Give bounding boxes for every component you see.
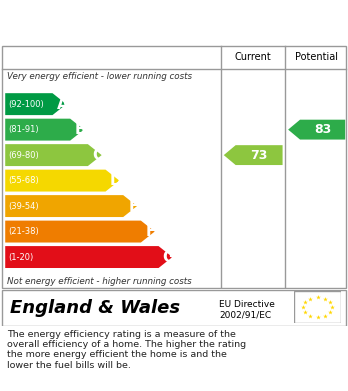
Text: 83: 83 — [314, 123, 331, 136]
Text: (92-100): (92-100) — [9, 100, 45, 109]
Text: (69-80): (69-80) — [9, 151, 39, 160]
Text: 73: 73 — [251, 149, 268, 161]
Text: E: E — [128, 199, 139, 213]
Text: G: G — [163, 249, 175, 265]
Text: (81-91): (81-91) — [9, 125, 39, 134]
Text: (39-54): (39-54) — [9, 202, 39, 211]
Polygon shape — [5, 118, 84, 141]
Text: (55-68): (55-68) — [9, 176, 39, 185]
Polygon shape — [5, 93, 66, 115]
Polygon shape — [288, 120, 345, 140]
Text: (21-38): (21-38) — [9, 227, 39, 236]
Text: D: D — [110, 173, 122, 188]
Polygon shape — [5, 246, 172, 268]
Text: Energy Efficiency Rating: Energy Efficiency Rating — [10, 16, 258, 34]
Text: England & Wales: England & Wales — [10, 299, 181, 317]
Polygon shape — [5, 195, 137, 217]
Text: Not energy efficient - higher running costs: Not energy efficient - higher running co… — [7, 277, 192, 286]
Text: Potential: Potential — [295, 52, 338, 62]
Polygon shape — [224, 145, 283, 165]
Polygon shape — [5, 221, 155, 242]
Text: (1-20): (1-20) — [9, 253, 34, 262]
Text: C: C — [93, 148, 104, 163]
Text: A: A — [57, 97, 69, 112]
Polygon shape — [5, 144, 102, 166]
Text: EU Directive
2002/91/EC: EU Directive 2002/91/EC — [219, 300, 275, 319]
Text: Current: Current — [235, 52, 271, 62]
Text: The energy efficiency rating is a measure of the
overall efficiency of a home. T: The energy efficiency rating is a measur… — [7, 330, 246, 370]
Polygon shape — [5, 170, 119, 192]
Text: F: F — [146, 224, 156, 239]
Text: Very energy efficient - lower running costs: Very energy efficient - lower running co… — [7, 72, 192, 81]
Text: B: B — [75, 122, 86, 137]
